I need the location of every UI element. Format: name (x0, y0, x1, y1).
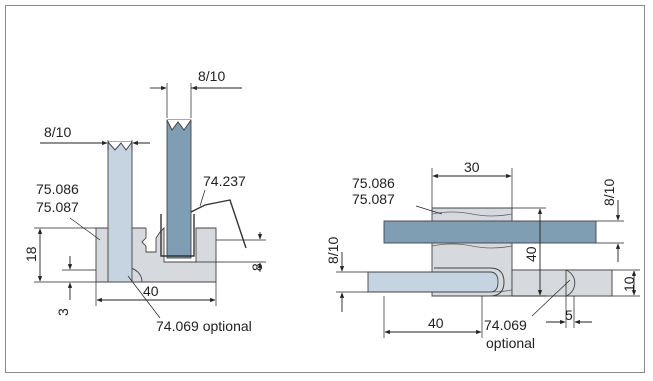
left-width: 40 (143, 283, 159, 299)
right-profile-code-1: 75.086 (352, 175, 395, 191)
left-glass-break-2 (166, 119, 192, 131)
left-channel-depth: 8 (249, 263, 265, 271)
left-profile-code-1: 75.086 (36, 181, 79, 197)
left-glass-panel-2 (166, 119, 192, 259)
left-section-view: 8/10 8/10 74.237 75.086 75.087 18 3 40 (23, 68, 266, 334)
right-magnet (565, 269, 576, 297)
left-glass-panel-1 (107, 141, 133, 283)
left-height: 18 (23, 246, 39, 262)
right-side-wing-body (511, 269, 613, 297)
left-seal (160, 199, 247, 257)
left-bottom-offset: 3 (55, 308, 71, 316)
right-magnet-code: 74.069 (484, 317, 527, 333)
right-glass-upper (383, 220, 597, 244)
right-profile-code-2: 75.087 (352, 191, 395, 207)
left-glass-break-1 (107, 141, 133, 151)
right-glass-thickness-right: 8/10 (601, 179, 617, 206)
right-glass-lower (367, 271, 499, 293)
left-profile-code-2: 75.087 (36, 199, 79, 215)
left-glass-thickness-left: 8/10 (44, 124, 71, 140)
right-width: 40 (428, 315, 444, 331)
right-magnet-note: optional (486, 335, 535, 351)
left-seal-code: 74.237 (203, 173, 246, 189)
right-offset: 5 (565, 307, 573, 323)
right-glass-thickness-left: 8/10 (325, 237, 341, 264)
left-magnet-label: 74.069 optional (156, 318, 252, 334)
right-height: 40 (523, 246, 539, 262)
right-lower-channel (434, 267, 505, 297)
right-section-view: 30 75.086 75.087 8/10 8/10 40 10 40 (325, 159, 640, 351)
right-clamp-width: 30 (464, 159, 480, 175)
left-glass-thickness-right: 8/10 (198, 68, 225, 84)
right-depth: 10 (621, 276, 637, 292)
